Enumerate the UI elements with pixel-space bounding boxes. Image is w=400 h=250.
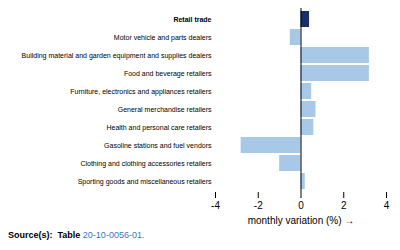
svg-text:Building material and garden e: Building material and garden equipment a… [22, 52, 212, 60]
svg-text:4: 4 [384, 200, 390, 211]
svg-text:Clothing and clothing accessor: Clothing and clothing accessories retail… [80, 160, 212, 168]
svg-text:-4: -4 [211, 200, 220, 211]
svg-text:Gasoline stations and fuel ven: Gasoline stations and fuel vendors [104, 142, 212, 149]
svg-text:Health and personal care retai: Health and personal care retailers [106, 124, 212, 132]
svg-text:Motor vehicle and parts dealer: Motor vehicle and parts dealers [114, 34, 212, 42]
svg-text:2: 2 [341, 200, 347, 211]
svg-text:0: 0 [298, 200, 304, 211]
svg-text:monthly variation (%) →: monthly variation (%) → [248, 215, 355, 226]
svg-text:General merchandise retailers: General merchandise retailers [118, 106, 212, 113]
html-text:Source(s): Table 20-10-0056-01: Source(s): Table 20-10-0056-01. [8, 230, 145, 240]
svg-text:-2: -2 [254, 200, 263, 211]
svg-text:Furniture, electronics and app: Furniture, electronics and appliances re… [70, 88, 212, 96]
svg-text:Food and beverage retailers: Food and beverage retailers [124, 70, 212, 78]
svg-text:Sporting goods and miscellaneo: Sporting goods and miscellaneous retaile… [78, 178, 212, 186]
svg-text:Retail trade: Retail trade [173, 16, 211, 23]
